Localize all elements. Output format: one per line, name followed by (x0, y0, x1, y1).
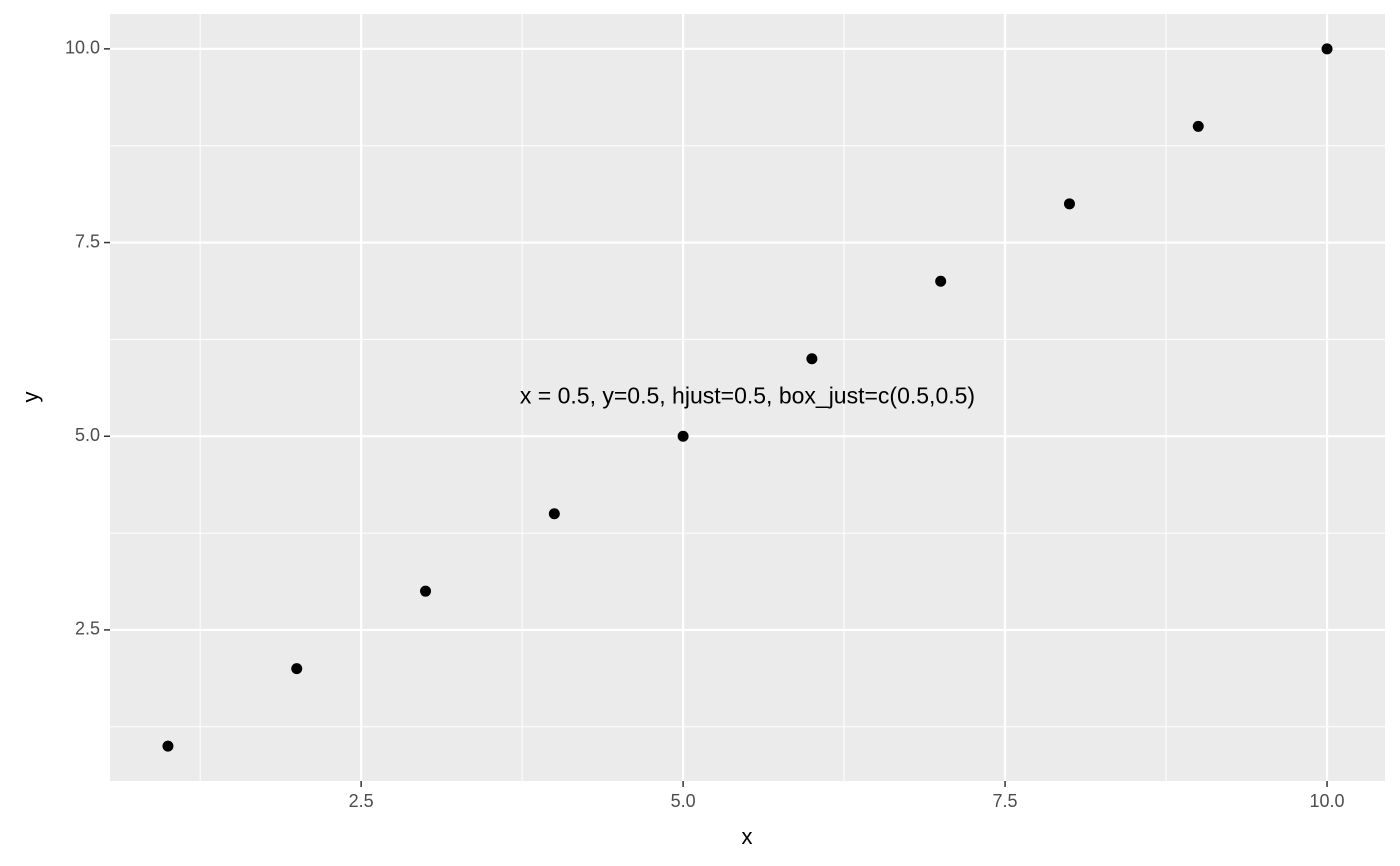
x-tick-label: 10.0 (1310, 791, 1345, 811)
point (1321, 43, 1333, 55)
x-tick-label: 7.5 (993, 791, 1018, 811)
x-tick-label: 2.5 (349, 791, 374, 811)
y-tick-label: 7.5 (75, 231, 100, 251)
x-tick-label: 5.0 (671, 791, 696, 811)
y-tick-label: 10.0 (65, 38, 100, 58)
point (548, 508, 560, 520)
point (291, 663, 303, 675)
point (1192, 120, 1204, 132)
annotation: x = 0.5, y=0.5, hjust=0.5, box_just=c(0.… (520, 383, 975, 409)
point (806, 353, 818, 365)
x-axis-title: x (742, 824, 753, 849)
y-tick-label: 5.0 (75, 425, 100, 445)
point (677, 430, 689, 442)
panel (110, 14, 1385, 781)
y-axis-title: y (18, 392, 43, 403)
point (420, 585, 432, 597)
point (935, 275, 947, 287)
y-tick-label: 2.5 (75, 619, 100, 639)
point (1063, 198, 1075, 210)
point (162, 740, 174, 752)
